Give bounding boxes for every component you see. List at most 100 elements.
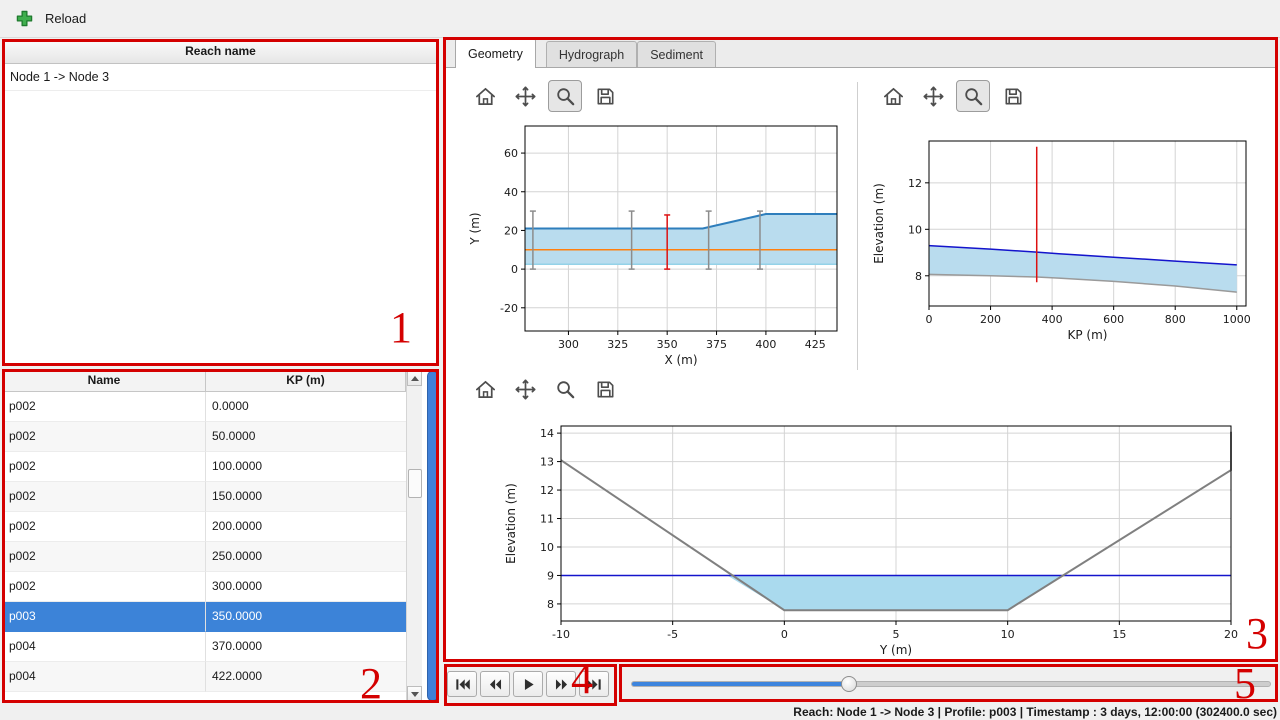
table-scrollbar[interactable] [406,370,422,702]
cell-kp: 300.0000 [206,572,406,602]
pan-button[interactable] [916,80,950,112]
status-text: Reach: Node 1 -> Node 3 | Profile: p003 … [793,704,1277,719]
svg-text:8: 8 [547,598,554,611]
save-button[interactable] [996,80,1030,112]
overlay-scrollbar[interactable] [427,371,438,701]
reach-list: Node 1 -> Node 3 [3,64,438,91]
table-row[interactable]: p002 200.0000 [3,512,438,542]
home-icon [882,85,905,108]
cell-name: p002 [3,572,206,602]
svg-text:8: 8 [915,270,922,283]
svg-text:0: 0 [511,263,518,276]
svg-text:60: 60 [504,147,518,160]
cell-kp: 422.0000 [206,662,406,692]
svg-text:13: 13 [540,456,554,469]
save-button[interactable] [588,373,622,405]
long-profile-chart[interactable]: 0 200 400 600 800 1000 8 10 12 KP (m) Elevation (m… [866,114,1276,366]
zoom-button[interactable] [956,80,990,112]
svg-text:200: 200 [980,313,1001,326]
tab-geometry[interactable]: Geometry [455,38,536,68]
skip-end-icon [585,675,604,694]
reload-button[interactable]: Reload [16,5,86,32]
table-row[interactable]: p002 50.0000 [3,422,438,452]
home-button[interactable] [468,373,502,405]
home-button[interactable] [468,80,502,112]
step-forward-button[interactable] [546,671,576,697]
scrollbar-down-button[interactable] [407,686,422,702]
profile-table: Name KP (m) p002 0.0000 p002 50.0000 p002 100.0… [3,370,438,692]
table-row[interactable]: p004 370.0000 [3,632,438,662]
svg-text:X (m): X (m) [664,353,697,366]
zoom-icon [962,85,985,108]
cell-name: p002 [3,512,206,542]
table-row[interactable]: p002 300.0000 [3,572,438,602]
table-row[interactable]: p002 100.0000 [3,452,438,482]
svg-text:20: 20 [1224,628,1238,641]
tab-hydrograph[interactable]: Hydrograph [545,41,638,67]
cell-kp: 370.0000 [206,632,406,662]
svg-text:Elevation (m): Elevation (m) [872,183,886,264]
table-row[interactable]: p002 250.0000 [3,542,438,572]
pan-icon [514,378,537,401]
cell-name: p002 [3,482,206,512]
zoom-button[interactable] [548,80,582,112]
table-row[interactable]: p004 422.0000 [3,662,438,692]
cell-name: p002 [3,422,206,452]
cell-kp: 50.0000 [206,422,406,452]
svg-text:Y (m): Y (m) [468,212,482,245]
save-icon [594,85,617,108]
cross-section-chart[interactable]: -10 -5 0 5 10 15 20 8 9 10 11 12 13 14 Y (m) Elevation … [456,406,1276,662]
column-header-name[interactable]: Name [3,370,206,392]
skip-start-button[interactable] [447,671,477,697]
zoom-button[interactable] [548,373,582,405]
svg-text:10: 10 [1001,628,1015,641]
column-header-kp[interactable]: KP (m) [206,370,406,392]
playback-controls [443,663,619,707]
table-row[interactable]: p002 0.0000 [3,392,438,422]
svg-text:425: 425 [805,338,826,351]
save-button[interactable] [588,80,622,112]
play-button[interactable] [513,671,543,697]
svg-text:800: 800 [1165,313,1186,326]
cell-kp: 150.0000 [206,482,406,512]
svg-text:600: 600 [1103,313,1124,326]
pan-button[interactable] [508,373,542,405]
svg-text:15: 15 [1112,628,1126,641]
home-button[interactable] [876,80,910,112]
table-row[interactable]: p003 350.0000 [3,602,438,632]
step-back-icon [486,675,505,694]
status-bar: Reach: Node 1 -> Node 3 | Profile: p003 … [0,703,1280,720]
cell-kp: 200.0000 [206,512,406,542]
svg-text:12: 12 [908,177,922,190]
table-row[interactable]: p002 150.0000 [3,482,438,512]
step-back-button[interactable] [480,671,510,697]
svg-text:10: 10 [540,541,554,554]
cell-name: p002 [3,452,206,482]
scrollbar-thumb[interactable] [408,469,422,498]
plan-chart-toolbar [468,80,622,112]
tab-sediment[interactable]: Sediment [637,41,717,67]
scrollbar-up-button[interactable] [407,370,422,386]
cell-name: p004 [3,632,206,662]
slider-handle[interactable] [840,676,857,692]
chart-panel: Geometry Hydrograph Sediment 300 325 350 375 4… [443,37,1278,662]
zoom-icon [554,378,577,401]
step-forward-icon [552,675,571,694]
down-arrow-icon [410,691,419,697]
plan-view-chart[interactable]: 300 325 350 375 400 425 -20 0 20 40 60 X (m) Y (m) [456,114,861,366]
svg-text:325: 325 [607,338,628,351]
svg-text:-10: -10 [552,628,570,641]
reach-list-item[interactable]: Node 1 -> Node 3 [3,64,438,91]
pan-icon [514,85,537,108]
slider-track[interactable] [631,681,1271,687]
cell-kp: 0.0000 [206,392,406,422]
play-icon [519,675,538,694]
svg-text:0: 0 [781,628,788,641]
cross-section-toolbar [468,373,622,405]
save-icon [1002,85,1025,108]
svg-text:300: 300 [558,338,579,351]
pan-button[interactable] [508,80,542,112]
svg-text:400: 400 [755,338,776,351]
skip-end-button[interactable] [579,671,609,697]
long-profile-toolbar [876,80,1030,112]
